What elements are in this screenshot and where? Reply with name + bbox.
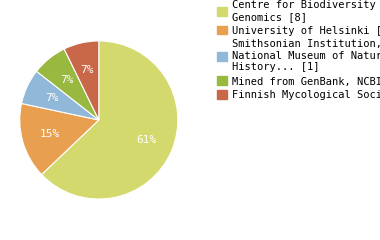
Text: 7%: 7% [60, 75, 73, 85]
Text: 61%: 61% [136, 135, 156, 145]
Wedge shape [41, 41, 178, 199]
Text: 15%: 15% [39, 129, 60, 139]
Wedge shape [20, 103, 99, 174]
Legend: Centre for Biodiversity
Genomics [8], University of Helsinki [2], Smithsonian In: Centre for Biodiversity Genomics [8], Un… [217, 0, 380, 100]
Text: 7%: 7% [46, 93, 59, 103]
Wedge shape [64, 41, 99, 120]
Text: 7%: 7% [81, 65, 94, 75]
Wedge shape [22, 71, 99, 120]
Wedge shape [36, 49, 99, 120]
